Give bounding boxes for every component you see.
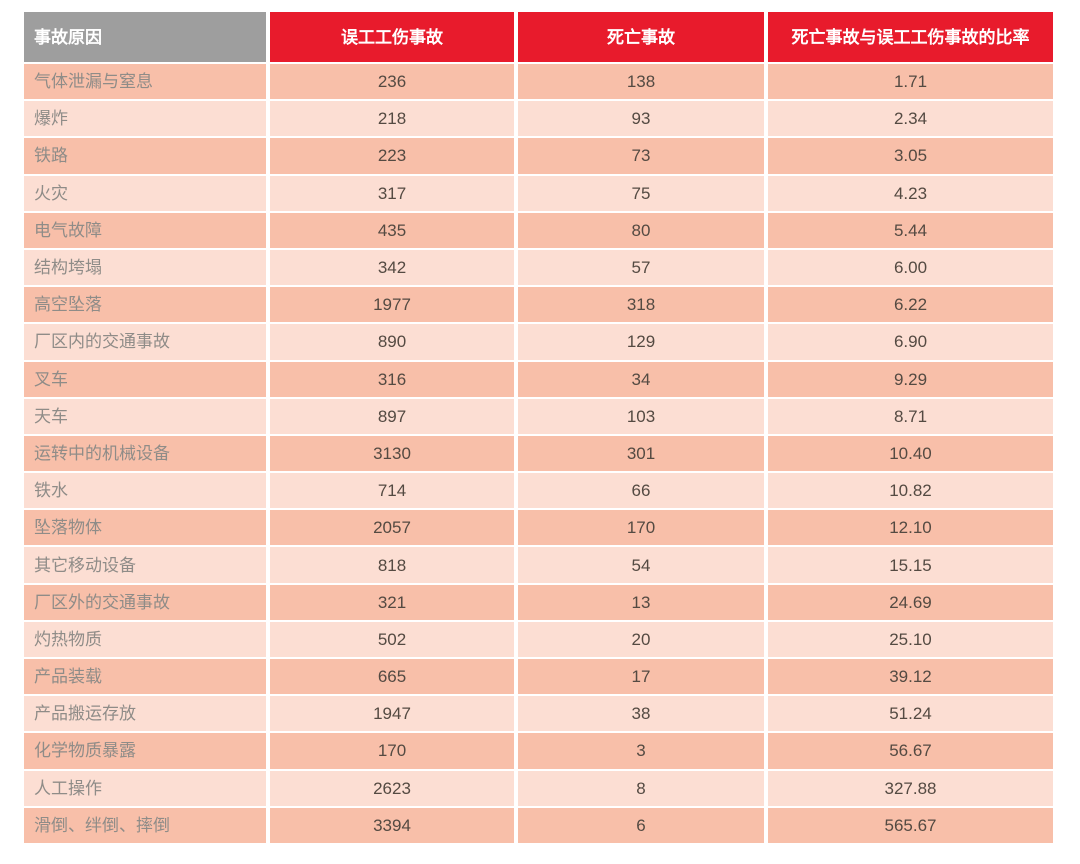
cell-ratio: 25.10 bbox=[768, 621, 1053, 657]
col-header-lost-time-accidents: 误工工伤事故 bbox=[270, 12, 514, 62]
cell-ratio: 2.34 bbox=[768, 101, 1053, 137]
cell-cause: 灼热物质 bbox=[24, 621, 266, 657]
cell-lost-time: 2057 bbox=[270, 510, 514, 546]
cell-fatal: 13 bbox=[518, 584, 764, 620]
cell-lost-time: 897 bbox=[270, 398, 514, 434]
col-header-fatal-accidents: 死亡事故 bbox=[518, 12, 764, 62]
cell-lost-time: 818 bbox=[270, 547, 514, 583]
cell-cause: 滑倒、绊倒、摔倒 bbox=[24, 807, 266, 843]
cell-cause: 人工操作 bbox=[24, 770, 266, 806]
cell-ratio: 5.44 bbox=[768, 212, 1053, 248]
cell-lost-time: 2623 bbox=[270, 770, 514, 806]
cell-cause: 结构垮塌 bbox=[24, 249, 266, 286]
cell-cause: 铁水 bbox=[24, 473, 266, 509]
cell-cause: 电气故障 bbox=[24, 212, 266, 248]
cell-lost-time: 714 bbox=[270, 473, 514, 509]
cell-cause: 气体泄漏与窒息 bbox=[24, 64, 266, 100]
cell-ratio: 8.71 bbox=[768, 398, 1053, 434]
cell-ratio: 10.40 bbox=[768, 435, 1053, 472]
cell-fatal: 75 bbox=[518, 175, 764, 211]
cell-lost-time: 1947 bbox=[270, 696, 514, 732]
cell-fatal: 57 bbox=[518, 249, 764, 286]
cell-fatal: 8 bbox=[518, 770, 764, 806]
cell-fatal: 301 bbox=[518, 435, 764, 472]
cell-cause: 厂区外的交通事故 bbox=[24, 584, 266, 620]
cell-fatal: 80 bbox=[518, 212, 764, 248]
cell-lost-time: 236 bbox=[270, 64, 514, 100]
cell-lost-time: 170 bbox=[270, 733, 514, 769]
cell-fatal: 54 bbox=[518, 547, 764, 583]
cell-cause: 化学物质暴露 bbox=[24, 733, 266, 769]
cell-fatal: 73 bbox=[518, 138, 764, 174]
cell-lost-time: 3394 bbox=[270, 807, 514, 843]
cell-cause: 爆炸 bbox=[24, 101, 266, 137]
cell-ratio: 3.05 bbox=[768, 138, 1053, 174]
cell-fatal: 38 bbox=[518, 696, 764, 732]
cell-lost-time: 342 bbox=[270, 249, 514, 286]
cell-ratio: 565.67 bbox=[768, 807, 1053, 843]
cell-ratio: 24.69 bbox=[768, 584, 1053, 620]
cell-ratio: 327.88 bbox=[768, 770, 1053, 806]
cell-ratio: 4.23 bbox=[768, 175, 1053, 211]
cell-cause: 厂区内的交通事故 bbox=[24, 324, 266, 360]
cell-ratio: 12.10 bbox=[768, 510, 1053, 546]
cell-lost-time: 665 bbox=[270, 659, 514, 695]
cell-lost-time: 317 bbox=[270, 175, 514, 211]
cell-lost-time: 502 bbox=[270, 621, 514, 657]
cell-lost-time: 3130 bbox=[270, 435, 514, 472]
cell-cause: 其它移动设备 bbox=[24, 547, 266, 583]
accident-table: 事故原因 误工工伤事故 死亡事故 死亡事故与误工工伤事故的比率 气体泄漏与窒息 … bbox=[24, 12, 1053, 843]
cell-ratio: 56.67 bbox=[768, 733, 1053, 769]
col-header-cause: 事故原因 bbox=[24, 12, 266, 62]
cell-fatal: 103 bbox=[518, 398, 764, 434]
cell-cause: 运转中的机械设备 bbox=[24, 435, 266, 472]
cell-cause: 铁路 bbox=[24, 138, 266, 174]
cell-fatal: 34 bbox=[518, 361, 764, 397]
cell-lost-time: 321 bbox=[270, 584, 514, 620]
cell-fatal: 170 bbox=[518, 510, 764, 546]
cell-fatal: 3 bbox=[518, 733, 764, 769]
cell-fatal: 17 bbox=[518, 659, 764, 695]
cell-fatal: 20 bbox=[518, 621, 764, 657]
cell-cause: 天车 bbox=[24, 398, 266, 434]
cell-ratio: 39.12 bbox=[768, 659, 1053, 695]
cell-lost-time: 316 bbox=[270, 361, 514, 397]
cell-ratio: 10.82 bbox=[768, 473, 1053, 509]
cell-cause: 坠落物体 bbox=[24, 510, 266, 546]
cell-cause: 产品搬运存放 bbox=[24, 696, 266, 732]
cell-fatal: 6 bbox=[518, 807, 764, 843]
cell-lost-time: 890 bbox=[270, 324, 514, 360]
cell-cause: 产品装载 bbox=[24, 659, 266, 695]
cell-ratio: 6.90 bbox=[768, 324, 1053, 360]
cell-lost-time: 218 bbox=[270, 101, 514, 137]
cell-cause: 火灾 bbox=[24, 175, 266, 211]
col-header-ratio: 死亡事故与误工工伤事故的比率 bbox=[768, 12, 1053, 62]
cell-lost-time: 1977 bbox=[270, 287, 514, 323]
cell-fatal: 129 bbox=[518, 324, 764, 360]
cell-fatal: 66 bbox=[518, 473, 764, 509]
cell-ratio: 1.71 bbox=[768, 64, 1053, 100]
cell-fatal: 93 bbox=[518, 101, 764, 137]
cell-lost-time: 435 bbox=[270, 212, 514, 248]
cell-ratio: 6.00 bbox=[768, 249, 1053, 286]
cell-cause: 高空坠落 bbox=[24, 287, 266, 323]
cell-ratio: 15.15 bbox=[768, 547, 1053, 583]
cell-cause: 叉车 bbox=[24, 361, 266, 397]
cell-ratio: 9.29 bbox=[768, 361, 1053, 397]
cell-ratio: 51.24 bbox=[768, 696, 1053, 732]
cell-fatal: 318 bbox=[518, 287, 764, 323]
cell-fatal: 138 bbox=[518, 64, 764, 100]
cell-lost-time: 223 bbox=[270, 138, 514, 174]
cell-ratio: 6.22 bbox=[768, 287, 1053, 323]
